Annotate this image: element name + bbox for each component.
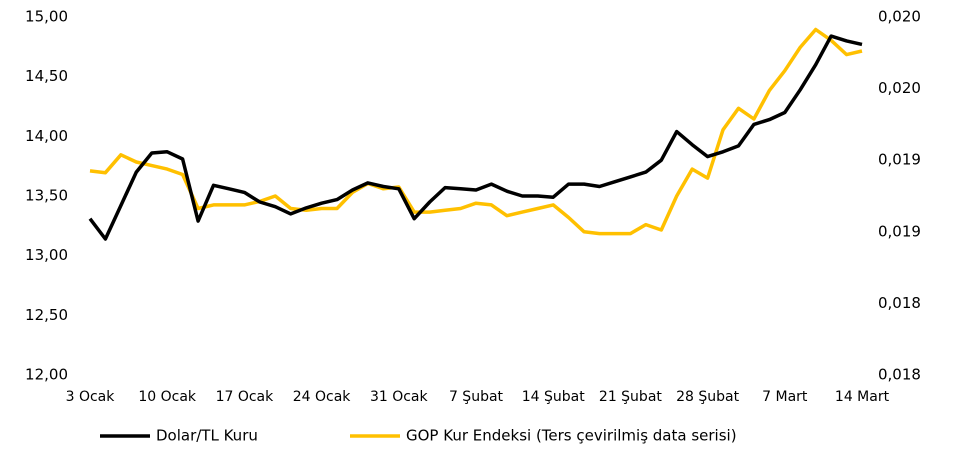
y2-tick-label: 0,018: [878, 366, 921, 384]
x-tick-label: 28 Şubat: [676, 389, 739, 405]
y-tick-label: 14,50: [25, 67, 68, 85]
x-tick-label: 10 Ocak: [138, 389, 197, 405]
x-tick-label: 7 Şubat: [449, 389, 504, 405]
x-tick-label: 21 Şubat: [599, 389, 662, 405]
x-tick-label: 14 Mart: [835, 389, 890, 405]
y2-tick-label: 0,020: [878, 79, 921, 97]
x-tick-label: 31 Ocak: [370, 389, 429, 405]
x-tick-label: 3 Ocak: [66, 389, 116, 405]
y-tick-label: 13,50: [25, 187, 68, 205]
y-tick-label: 12,00: [25, 366, 68, 384]
x-tick-label: 24 Ocak: [293, 389, 352, 405]
y2-tick-label: 0,018: [878, 294, 921, 312]
x-tick-label: 7 Mart: [762, 389, 808, 405]
legend-label: GOP Kur Endeksi (Ters çevirilmiş data se…: [406, 427, 737, 445]
line-series: [88, 34, 863, 241]
y-tick-label: 15,00: [25, 8, 68, 26]
y-tick-label: 14,00: [25, 127, 68, 145]
x-tick-label: 17 Ocak: [216, 389, 275, 405]
y2-tick-label: 0,020: [878, 8, 921, 26]
y-tick-label: 13,00: [25, 246, 68, 264]
line-series: [89, 27, 863, 236]
legend-label: Dolar/TL Kuru: [156, 427, 258, 445]
x-tick-label: 14 Şubat: [522, 389, 585, 405]
y2-tick-label: 0,019: [878, 222, 921, 240]
y2-tick-label: 0,019: [878, 151, 921, 169]
y-tick-label: 12,50: [25, 306, 68, 324]
